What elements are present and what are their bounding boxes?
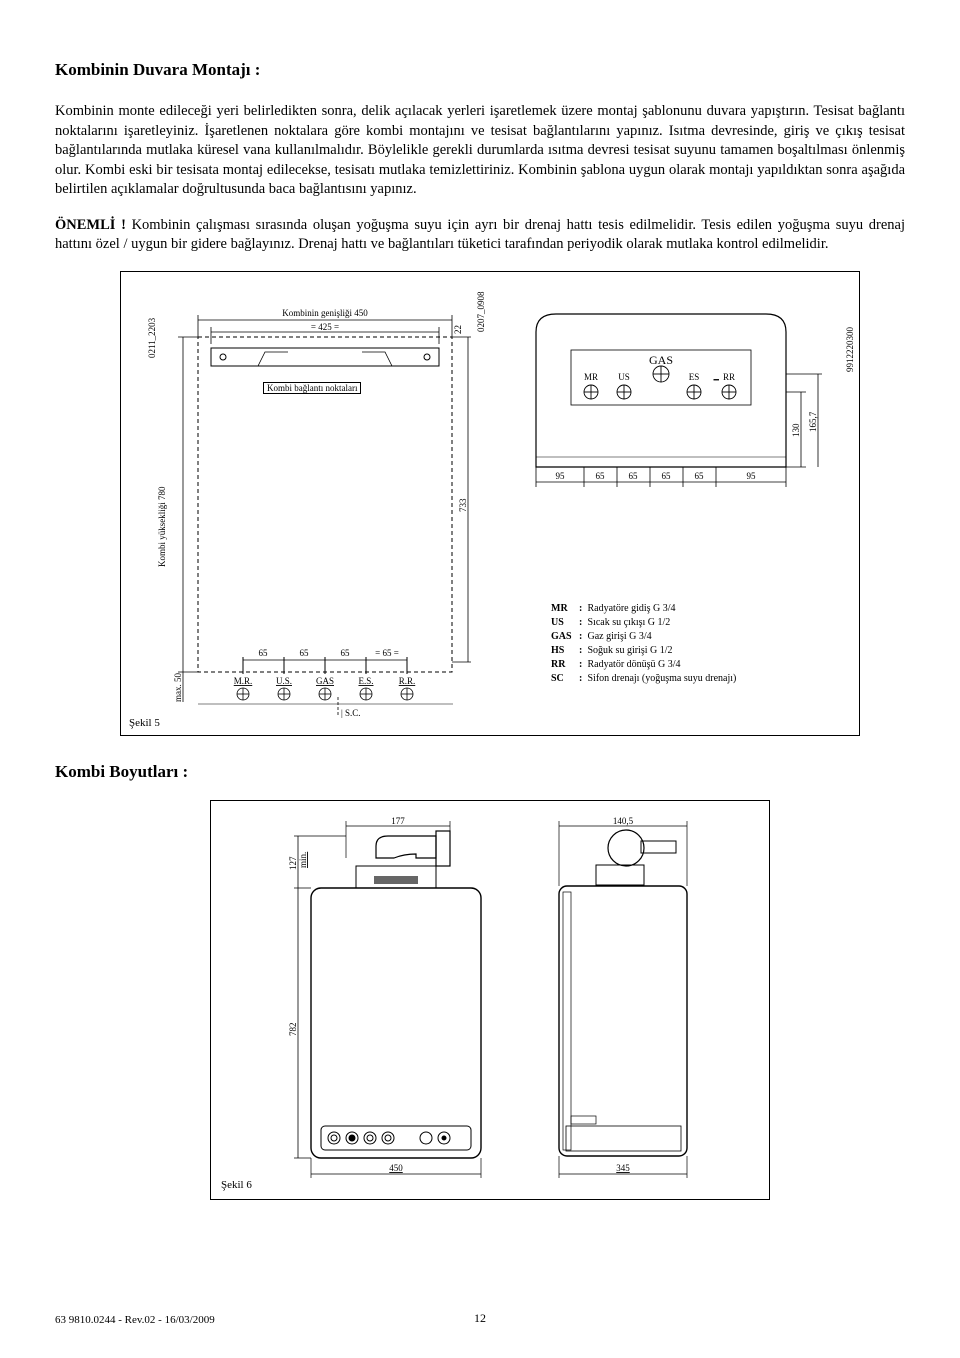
figure-6: Şekil 6 177 xyxy=(210,800,770,1200)
svg-text:65: 65 xyxy=(300,648,310,658)
svg-text:–: – xyxy=(713,374,719,384)
fig5-bracket-box: Kombi bağlantı noktaları xyxy=(263,382,361,394)
svg-text:65: 65 xyxy=(259,648,269,658)
svg-text:140,5: 140,5 xyxy=(613,816,634,826)
svg-text:GAS: GAS xyxy=(316,676,334,686)
section1-paragraph1: Kombinin monte edileceği yeri belirledik… xyxy=(55,102,905,200)
svg-text:782: 782 xyxy=(288,1022,298,1036)
svg-text:130: 130 xyxy=(791,423,801,437)
svg-text:MR: MR xyxy=(584,372,598,382)
fig5-dim-733: 733 xyxy=(458,498,468,512)
footer-left: 63 9810.0244 - Rev.02 - 16/03/2009 xyxy=(55,1314,215,1326)
svg-text:RR: RR xyxy=(723,372,735,382)
svg-text:95: 95 xyxy=(556,471,566,481)
svg-text:450: 450 xyxy=(389,1163,403,1173)
svg-text:M.R.: M.R. xyxy=(234,676,253,686)
figure-5: Şekil 5 0211_2203 Kombi yüksekliği 780 0… xyxy=(120,271,860,736)
fig5-bottom-connections: 65 65 65 = 65 = M.R. U.S. GAS E.S. R.R. … xyxy=(198,648,453,718)
important-text: Kombinin çalışması sırasında oluşan yoğu… xyxy=(55,217,905,253)
svg-text:65: 65 xyxy=(596,471,606,481)
svg-text:= 65 =: = 65 = xyxy=(375,648,399,658)
svg-text:95: 95 xyxy=(747,471,757,481)
section1-title: Kombinin Duvara Montajı : xyxy=(55,60,905,80)
svg-text:U.S.: U.S. xyxy=(276,676,292,686)
fig5-dim-22: 22 xyxy=(453,325,463,334)
section1-paragraph2: ÖNEMLİ ! Kombinin çalışması sırasında ol… xyxy=(55,216,905,255)
fig6-diagram: 177 127 min. 782 450 xyxy=(211,801,771,1201)
fig5-code-right-side: 9912220300 xyxy=(845,327,855,372)
figure6-caption: Şekil 6 xyxy=(221,1179,252,1191)
svg-text:E.S.: E.S. xyxy=(358,676,373,686)
section2-title: Kombi Boyutları : xyxy=(55,762,905,782)
page-number: 12 xyxy=(474,1311,486,1326)
svg-text:ES: ES xyxy=(689,372,700,382)
fig5-right-diagram: GAS MR US ES RR – 95 65 65 65 65 xyxy=(516,292,836,522)
fig5-top-label: Kombinin genişliği 450 xyxy=(282,308,368,318)
svg-text:165,7: 165,7 xyxy=(808,411,818,432)
svg-text:GAS: GAS xyxy=(649,353,673,367)
svg-text:177: 177 xyxy=(391,816,405,826)
fig5-dim-425: = 425 = xyxy=(311,322,339,332)
fig5-max50: max. 50 xyxy=(173,672,183,701)
svg-text:127: 127 xyxy=(288,856,298,870)
svg-text:| S.C.: | S.C. xyxy=(341,708,361,718)
svg-text:R.R.: R.R. xyxy=(399,676,416,686)
fig5-left-diagram: Kombinin genişliği 450 = 425 = 22 Kombi … xyxy=(143,282,488,722)
fig5-legend: MR: Radyatöre gidiş G 3/4 US: Sıcak su ç… xyxy=(551,602,736,686)
svg-text:65: 65 xyxy=(662,471,672,481)
svg-text:US: US xyxy=(618,372,630,382)
svg-text:345: 345 xyxy=(616,1163,630,1173)
svg-text:65: 65 xyxy=(629,471,639,481)
svg-text:min.: min. xyxy=(298,852,308,868)
important-label: ÖNEMLİ ! xyxy=(55,217,126,233)
svg-text:65: 65 xyxy=(695,471,705,481)
svg-text:65: 65 xyxy=(341,648,351,658)
